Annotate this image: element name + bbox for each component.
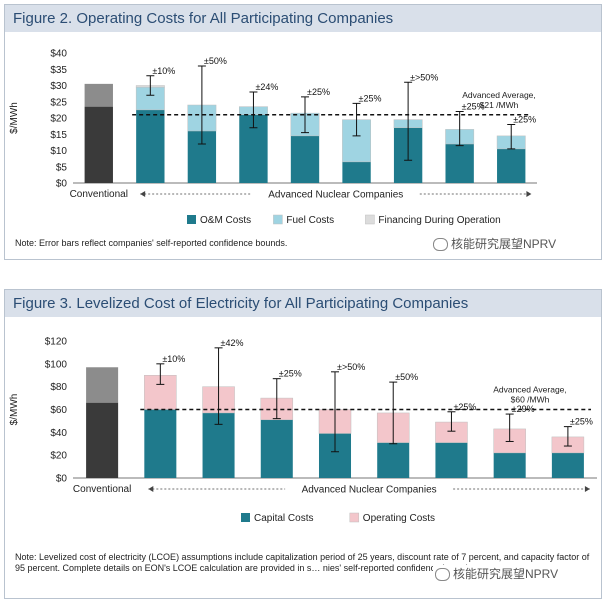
legend-label: Capital Costs (254, 513, 313, 524)
error-label: ±25% (279, 369, 302, 379)
y-axis-label: $/MWh (9, 102, 20, 134)
y-tick-label: $80 (50, 382, 67, 393)
watermark: 核能研究展望NPRV (433, 235, 556, 252)
bar-segment (493, 452, 526, 478)
legend-label: Operating Costs (363, 513, 435, 524)
legend-swatch (187, 215, 196, 224)
y-tick-label: $35 (50, 65, 67, 76)
legend-swatch (273, 214, 283, 225)
y-tick-label: $0 (56, 179, 68, 190)
bar-segment (435, 442, 468, 478)
wechat-icon (433, 238, 448, 252)
bar-segment (260, 419, 293, 478)
y-tick-label: $30 (50, 81, 67, 92)
reference-line-value: $21 /MWh (480, 100, 519, 110)
legend-label: Fuel Costs (286, 215, 334, 226)
bar-segment (136, 109, 165, 183)
figure-panel-operating-costs: Figure 2. Operating Costs for All Partic… (4, 4, 602, 260)
error-label: ±10% (152, 66, 175, 76)
error-label: ±29% (512, 404, 535, 414)
error-label: ±42% (221, 338, 244, 348)
y-tick-label: $40 (50, 428, 67, 439)
legend-swatch (241, 513, 250, 522)
error-label: ±>50% (410, 72, 438, 82)
figure-title: Figure 2. Operating Costs for All Partic… (5, 5, 601, 32)
x-tick-label-conventional: Conventional (70, 189, 128, 200)
y-tick-label: $10 (50, 146, 67, 157)
bar-segment (86, 367, 119, 403)
lcoe-chart: $/MWh $0 $20 $40 $60 $80 $100 $120 Advanced Aver… (9, 337, 597, 524)
figure-note: Note: Levelized cost of electricity (LCO… (15, 552, 590, 573)
figure-title: Figure 3. Levelized Cost of Electricity … (5, 290, 601, 317)
group-arrowhead-right (584, 486, 590, 492)
figure-note: Note: Error bars reflect companies' self… (15, 238, 288, 248)
error-label: ±10% (162, 354, 185, 364)
bar-segment (84, 83, 113, 107)
bar-segment (497, 148, 526, 183)
legend-swatch (365, 214, 375, 225)
error-label: ±25% (570, 417, 593, 427)
group-label: Advanced Nuclear Companies (268, 190, 403, 201)
reference-line-value: $60 /MWh (511, 395, 550, 405)
watermark-text: 核能研究展望NPRV (453, 567, 559, 581)
error-label: ±25% (453, 402, 476, 412)
group-arrowhead-left (140, 191, 146, 197)
error-label: ±25% (359, 93, 382, 103)
y-tick-label: $20 (50, 114, 67, 125)
legend-label: Financing During Operation (378, 215, 500, 226)
bar-segment (342, 161, 371, 183)
error-label: ±24% (255, 82, 278, 92)
wechat-icon (435, 568, 450, 582)
bar-segment (144, 409, 177, 478)
y-tick-label: $25 (50, 97, 67, 108)
group-arrowhead-left (148, 486, 154, 492)
y-tick-label: $15 (50, 130, 67, 141)
y-tick-label: $0 (56, 474, 68, 485)
error-label: ±25% (513, 115, 536, 125)
reference-line-label: Advanced Average, (462, 90, 536, 100)
bar-segment (290, 135, 320, 183)
legend-label: O&M Costs (200, 215, 251, 226)
bar-segment (86, 402, 119, 478)
error-label: ±>50% (337, 362, 365, 372)
bar-segment (445, 144, 474, 183)
error-label: ±50% (395, 372, 418, 382)
y-tick-label: $60 (50, 405, 67, 416)
error-label: ±25% (462, 102, 485, 112)
y-tick-label: $5 (56, 162, 68, 173)
y-axis-label: $/MWh (9, 394, 20, 426)
y-tick-label: $120 (45, 337, 68, 348)
group-arrowhead-right (526, 191, 532, 197)
error-label: ±50% (204, 56, 227, 66)
reference-line-label: Advanced Average, (493, 385, 567, 395)
y-tick-label: $20 (50, 451, 67, 462)
figure-panel-lcoe: Figure 3. Levelized Cost of Electricity … (4, 289, 602, 599)
operating-costs-chart: $/MWh $0 $5 $10 $15 $20 $25 $30 $35 $40 Advanced A… (9, 49, 537, 226)
y-tick-label: $40 (50, 49, 67, 60)
error-label: ±25% (307, 87, 330, 97)
group-label: Advanced Nuclear Companies (302, 485, 437, 496)
x-tick-label-conventional: Conventional (73, 484, 131, 495)
bar-segment (551, 452, 584, 478)
watermark: 核能研究展望NPRV (433, 565, 561, 582)
bar-segment (377, 442, 410, 478)
watermark-text: 核能研究展望NPRV (451, 237, 557, 251)
bar-segment (84, 106, 113, 183)
legend-swatch (349, 512, 360, 523)
y-tick-label: $100 (45, 359, 68, 370)
